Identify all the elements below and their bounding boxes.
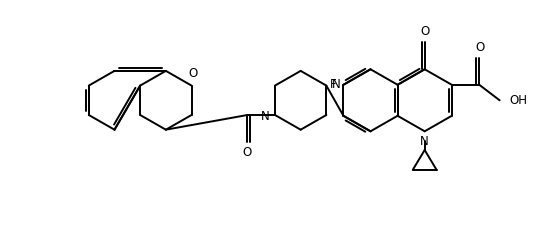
Text: OH: OH <box>509 94 527 107</box>
Text: O: O <box>420 25 429 38</box>
Text: O: O <box>243 146 252 159</box>
Text: O: O <box>476 41 485 54</box>
Text: N: N <box>261 109 269 123</box>
Text: N: N <box>420 135 429 148</box>
Text: O: O <box>188 67 197 80</box>
Text: F: F <box>330 78 337 91</box>
Text: N: N <box>332 78 340 91</box>
